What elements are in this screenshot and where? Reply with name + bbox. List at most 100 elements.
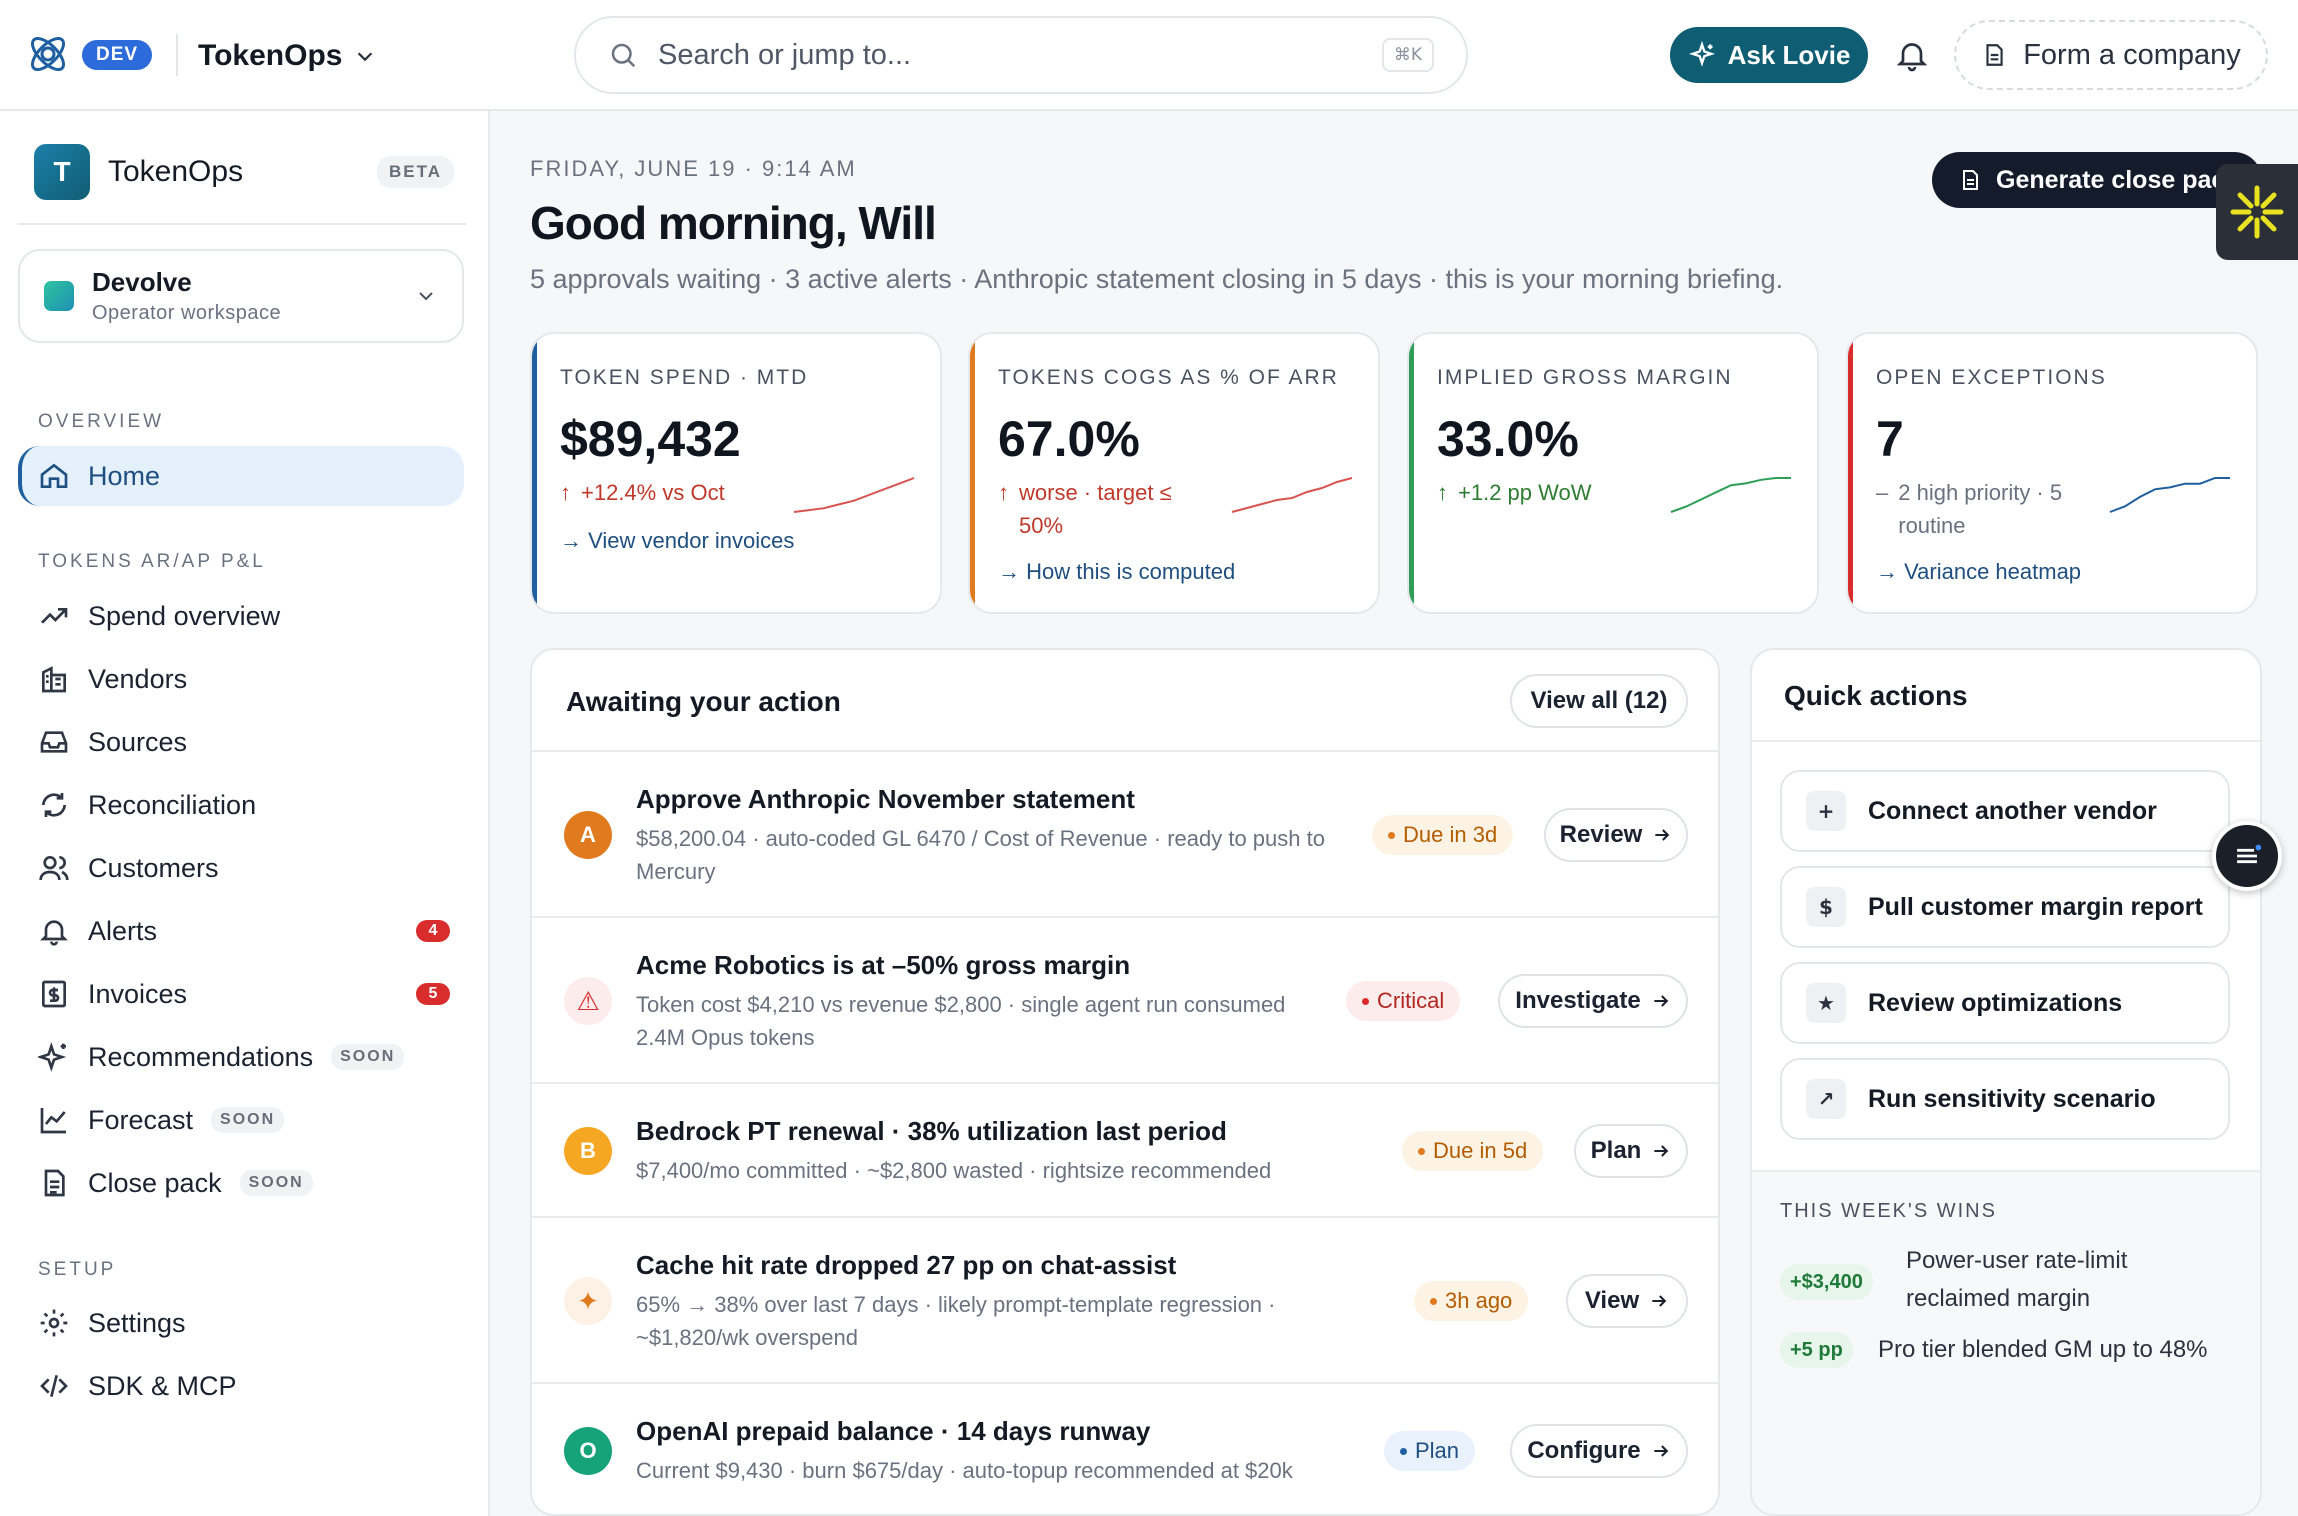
view-button[interactable]: View — [1566, 1274, 1688, 1328]
panel-title: Awaiting your action — [566, 686, 841, 717]
sidebar-item-customers[interactable]: Customers — [18, 838, 464, 898]
page-title: Good morning, Will — [530, 197, 937, 249]
arrow-right-icon — [1652, 1295, 1667, 1307]
arrow-right-icon — [1655, 829, 1670, 841]
action-description: $58,200.04 · auto-coded GL 6470 / Cost o… — [636, 826, 1325, 884]
sidebar-item-label: Invoices — [88, 978, 188, 1009]
sidebar-item-label: Settings — [88, 1307, 186, 1338]
org-logo — [44, 281, 74, 311]
action-title: OpenAI prepaid balance · 14 days runway — [636, 1416, 1151, 1446]
kpi-delta-text: +12.4% vs Oct — [581, 480, 725, 505]
sensitivity-scenario-button[interactable]: ↗ Run sensitivity scenario — [1780, 1058, 2230, 1140]
chevron-down-icon — [419, 292, 433, 301]
assistant-widget[interactable] — [2216, 164, 2298, 260]
status-badge: 3h ago — [1414, 1281, 1529, 1321]
button-label: Review — [1559, 821, 1643, 848]
kpi-card-cogs-arr: TOKENS COGS AS % OF ARR 67.0% ↑ worse · t… — [968, 332, 1380, 614]
review-optimizations-button[interactable]: ★ Review optimizations — [1780, 962, 2230, 1044]
search-input[interactable] — [658, 38, 1382, 72]
view-all-button[interactable]: View all (12) — [1510, 674, 1688, 728]
status-text: Due in 5d — [1433, 1138, 1528, 1163]
sidebar-item-close-pack[interactable]: Close pack SOON — [18, 1153, 464, 1213]
sidebar-item-label: SDK & MCP — [88, 1370, 237, 1401]
ask-lovie-button[interactable]: Ask Lovie — [1670, 27, 1868, 83]
win-badge: +$3,400 — [1780, 1264, 1873, 1300]
status-dot — [1362, 997, 1369, 1005]
sparkle-icon — [38, 1042, 67, 1072]
arrow-up-icon: ↑ — [998, 480, 1009, 505]
search-bar[interactable]: ⌘K — [574, 16, 1468, 94]
sidebar-item-label: Vendors — [88, 663, 188, 694]
sidebar-item-label: Forecast — [88, 1104, 194, 1135]
kpi-label: IMPLIED GROSS MARGIN — [1437, 366, 1733, 389]
users-icon — [39, 856, 69, 881]
button-label: Plan — [1590, 1137, 1642, 1164]
action-description: Token cost $4,210 vs revenue $2,800 · si… — [636, 992, 1286, 1050]
action-title: Bedrock PT renewal · 38% utilization las… — [636, 1116, 1227, 1146]
sidebar-item-settings[interactable]: Settings — [18, 1293, 464, 1353]
quick-action-label: Connect another vendor — [1868, 796, 2157, 825]
status-dot — [1430, 1297, 1437, 1305]
win-text: Pro tier blended GM up to 48% — [1878, 1336, 2208, 1363]
sidebar-item-forecast[interactable]: Forecast SOON — [18, 1090, 464, 1150]
sidebar-item-sources[interactable]: Sources — [18, 712, 464, 772]
action-description: Current $9,430 · burn $675/day · auto-to… — [636, 1458, 1293, 1483]
org-selector[interactable]: Devolve Operator workspace — [18, 249, 464, 343]
sidebar-item-invoices[interactable]: Invoices 5 — [18, 964, 464, 1024]
plan-button[interactable]: Plan — [1574, 1124, 1688, 1178]
action-row-approve-anthropic: A Approve Anthropic November statement $58… — [532, 750, 1718, 916]
logo-icon[interactable] — [24, 30, 72, 78]
warning-icon: ⚠ — [564, 977, 612, 1025]
kpi-accent — [970, 334, 975, 612]
sidebar-item-label: Sources — [88, 726, 188, 757]
floating-menu-button[interactable] — [2212, 821, 2282, 891]
win-text: Power-user rate-limit reclaimed margin — [1906, 1247, 2128, 1312]
app-switcher[interactable]: TokenOps — [198, 36, 376, 76]
sparkline-path — [2109, 477, 2230, 513]
sidebar-item-spend-overview[interactable]: Spend overview — [18, 586, 464, 646]
kpi-accent — [1409, 334, 1414, 612]
button-label: Configure — [1527, 1437, 1641, 1464]
kpi-label: TOKEN SPEND · MTD — [560, 366, 809, 389]
kpi-link[interactable]: → View vendor invoices — [560, 528, 795, 553]
sidebar-item-alerts[interactable]: Alerts 4 — [18, 901, 464, 961]
button-label: Investigate — [1515, 987, 1641, 1014]
gear-icon — [40, 1309, 68, 1337]
workspace-avatar: T — [34, 144, 90, 200]
kpi-link[interactable]: → Variance heatmap — [1876, 559, 2082, 584]
beta-badge: BETA — [376, 156, 454, 188]
quick-actions-panel: Quick actions + Connect another vendor $… — [1750, 648, 2262, 1516]
action-row-bedrock-renewal: B Bedrock PT renewal · 38% utilization la… — [532, 1082, 1718, 1216]
sidebar-item-sdk-mcp[interactable]: SDK & MCP — [18, 1356, 464, 1416]
kpi-delta-text: 2 high priority · 5 routine — [1898, 480, 2063, 538]
status-text: 3h ago — [1445, 1288, 1513, 1313]
sparkline — [2109, 477, 2230, 513]
org-name: Devolve — [92, 267, 192, 297]
action-title: Approve Anthropic November statement — [636, 784, 1135, 814]
generate-close-pack-button[interactable]: Generate close pack — [1932, 152, 2262, 208]
review-button[interactable]: Review — [1544, 808, 1688, 862]
env-badge: DEV — [82, 40, 153, 70]
kpi-link[interactable]: → How this is computed — [998, 559, 1236, 584]
sidebar-item-reconciliation[interactable]: Reconciliation — [18, 775, 464, 835]
sidebar-item-home[interactable]: Home — [18, 446, 464, 506]
bell-icon[interactable] — [1894, 36, 1930, 74]
sparkline — [1231, 477, 1353, 513]
sidebar-item-recommendations[interactable]: Recommendations SOON — [18, 1027, 464, 1087]
vendor-avatar: A — [564, 811, 612, 859]
sidebar-item-label: Reconciliation — [88, 789, 257, 820]
connect-vendor-button[interactable]: + Connect another vendor — [1780, 770, 2230, 852]
customer-margin-report-button[interactable]: $ Pull customer margin report — [1780, 866, 2230, 948]
investigate-button[interactable]: Investigate — [1498, 974, 1688, 1028]
sidebar-item-vendors[interactable]: Vendors — [18, 649, 464, 709]
search-shortcut: ⌘K — [1381, 38, 1434, 72]
action-title: Acme Robotics is at –50% gross margin — [636, 950, 1131, 980]
form-company-button[interactable]: Form a company — [1954, 20, 2268, 90]
kpi-label: TOKENS COGS AS % OF ARR — [998, 366, 1339, 389]
kpi-value: 7 — [1876, 411, 1904, 467]
sparkline — [793, 477, 915, 513]
configure-button[interactable]: Configure — [1510, 1424, 1688, 1478]
divider — [1752, 740, 2260, 742]
kpi-accent — [1848, 334, 1853, 612]
nav-section-tokens: TOKENS AR/AP P&L — [38, 551, 266, 572]
